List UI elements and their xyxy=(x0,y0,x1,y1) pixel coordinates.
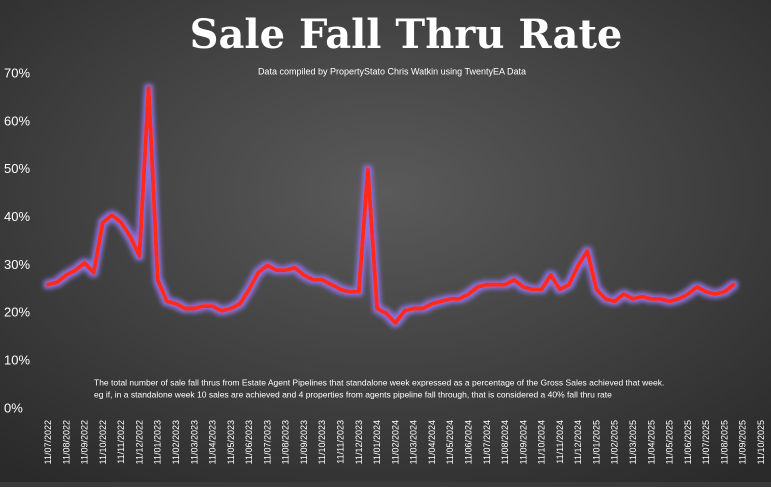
x-tick-label: 11/07/2025 xyxy=(701,420,711,464)
x-tick-label: 11/03/2023 xyxy=(189,420,199,464)
y-tick-label: 20% xyxy=(4,305,30,320)
x-tick-label: 11/09/2025 xyxy=(738,420,748,464)
x-tick-label: 11/11/2022 xyxy=(116,420,126,464)
x-tick-label: 11/08/2023 xyxy=(281,420,291,464)
x-tick-label: 11/03/2024 xyxy=(409,420,419,464)
x-tick-label: 11/10/2022 xyxy=(98,420,108,464)
x-tick-label: 11/10/2024 xyxy=(537,420,547,464)
x-tick-label: 11/04/2024 xyxy=(427,420,437,464)
chart-title: Sale Fall Thru Rate xyxy=(190,11,623,58)
data-line xyxy=(46,86,736,325)
x-tick-label: 11/02/2023 xyxy=(171,420,181,464)
x-tick-label: 11/09/2022 xyxy=(80,420,90,464)
y-tick-label: 40% xyxy=(4,209,30,224)
y-tick-label: 30% xyxy=(4,257,30,272)
x-tick-label: 11/11/2023 xyxy=(336,420,346,464)
x-tick-label: 11/09/2023 xyxy=(299,420,309,464)
x-tick-label: 11/04/2023 xyxy=(208,420,218,464)
y-tick-label: 10% xyxy=(4,353,30,368)
x-tick-label: 11/03/2025 xyxy=(628,420,638,464)
x-tick-label: 11/06/2024 xyxy=(463,420,473,464)
subtitle: Data compiled by PropertyStato Chris Wat… xyxy=(258,66,526,76)
note: The total number of sale fall thrus from… xyxy=(94,377,664,387)
x-tick-label: 11/06/2025 xyxy=(683,420,693,464)
x-tick-label: 11/01/2025 xyxy=(591,420,601,464)
y-tick-label: 60% xyxy=(4,113,30,128)
x-tick-label: 11/10/2023 xyxy=(317,420,327,464)
x-tick-label: 11/05/2023 xyxy=(226,420,236,464)
y-tick-label: 50% xyxy=(4,161,30,176)
x-tick-label: 11/08/2025 xyxy=(719,420,729,464)
x-tick-label: 11/01/2024 xyxy=(372,420,382,464)
x-tick-label: 11/07/2022 xyxy=(43,420,53,464)
x-tick-label: 11/09/2024 xyxy=(518,420,528,464)
x-tick-label: 11/07/2024 xyxy=(482,420,492,464)
x-tick-label: 11/07/2023 xyxy=(262,420,272,464)
x-tick-label: 11/08/2022 xyxy=(61,420,71,464)
x-tick-label: 11/12/2022 xyxy=(134,420,144,464)
note: eg if, in a standalone week 10 sales are… xyxy=(94,389,612,399)
x-tick-label: 11/05/2024 xyxy=(445,420,455,464)
x-tick-label: 11/12/2023 xyxy=(354,420,364,464)
x-tick-label: 11/11/2024 xyxy=(555,420,565,464)
x-tick-label: 11/10/2025 xyxy=(756,420,766,464)
x-tick-label: 11/08/2024 xyxy=(500,420,510,464)
x-tick-label: 11/06/2023 xyxy=(244,420,254,464)
x-tick-label: 11/12/2024 xyxy=(573,420,583,464)
x-tick-label: 11/02/2025 xyxy=(610,420,620,464)
x-tick-label: 11/05/2025 xyxy=(665,420,675,464)
x-tick-label: 11/04/2025 xyxy=(646,420,656,464)
x-tick-label: 11/01/2023 xyxy=(153,420,163,464)
y-tick-label: 70% xyxy=(4,65,30,80)
x-tick-label: 11/02/2024 xyxy=(390,420,400,464)
y-tick-label: 0% xyxy=(4,400,23,415)
